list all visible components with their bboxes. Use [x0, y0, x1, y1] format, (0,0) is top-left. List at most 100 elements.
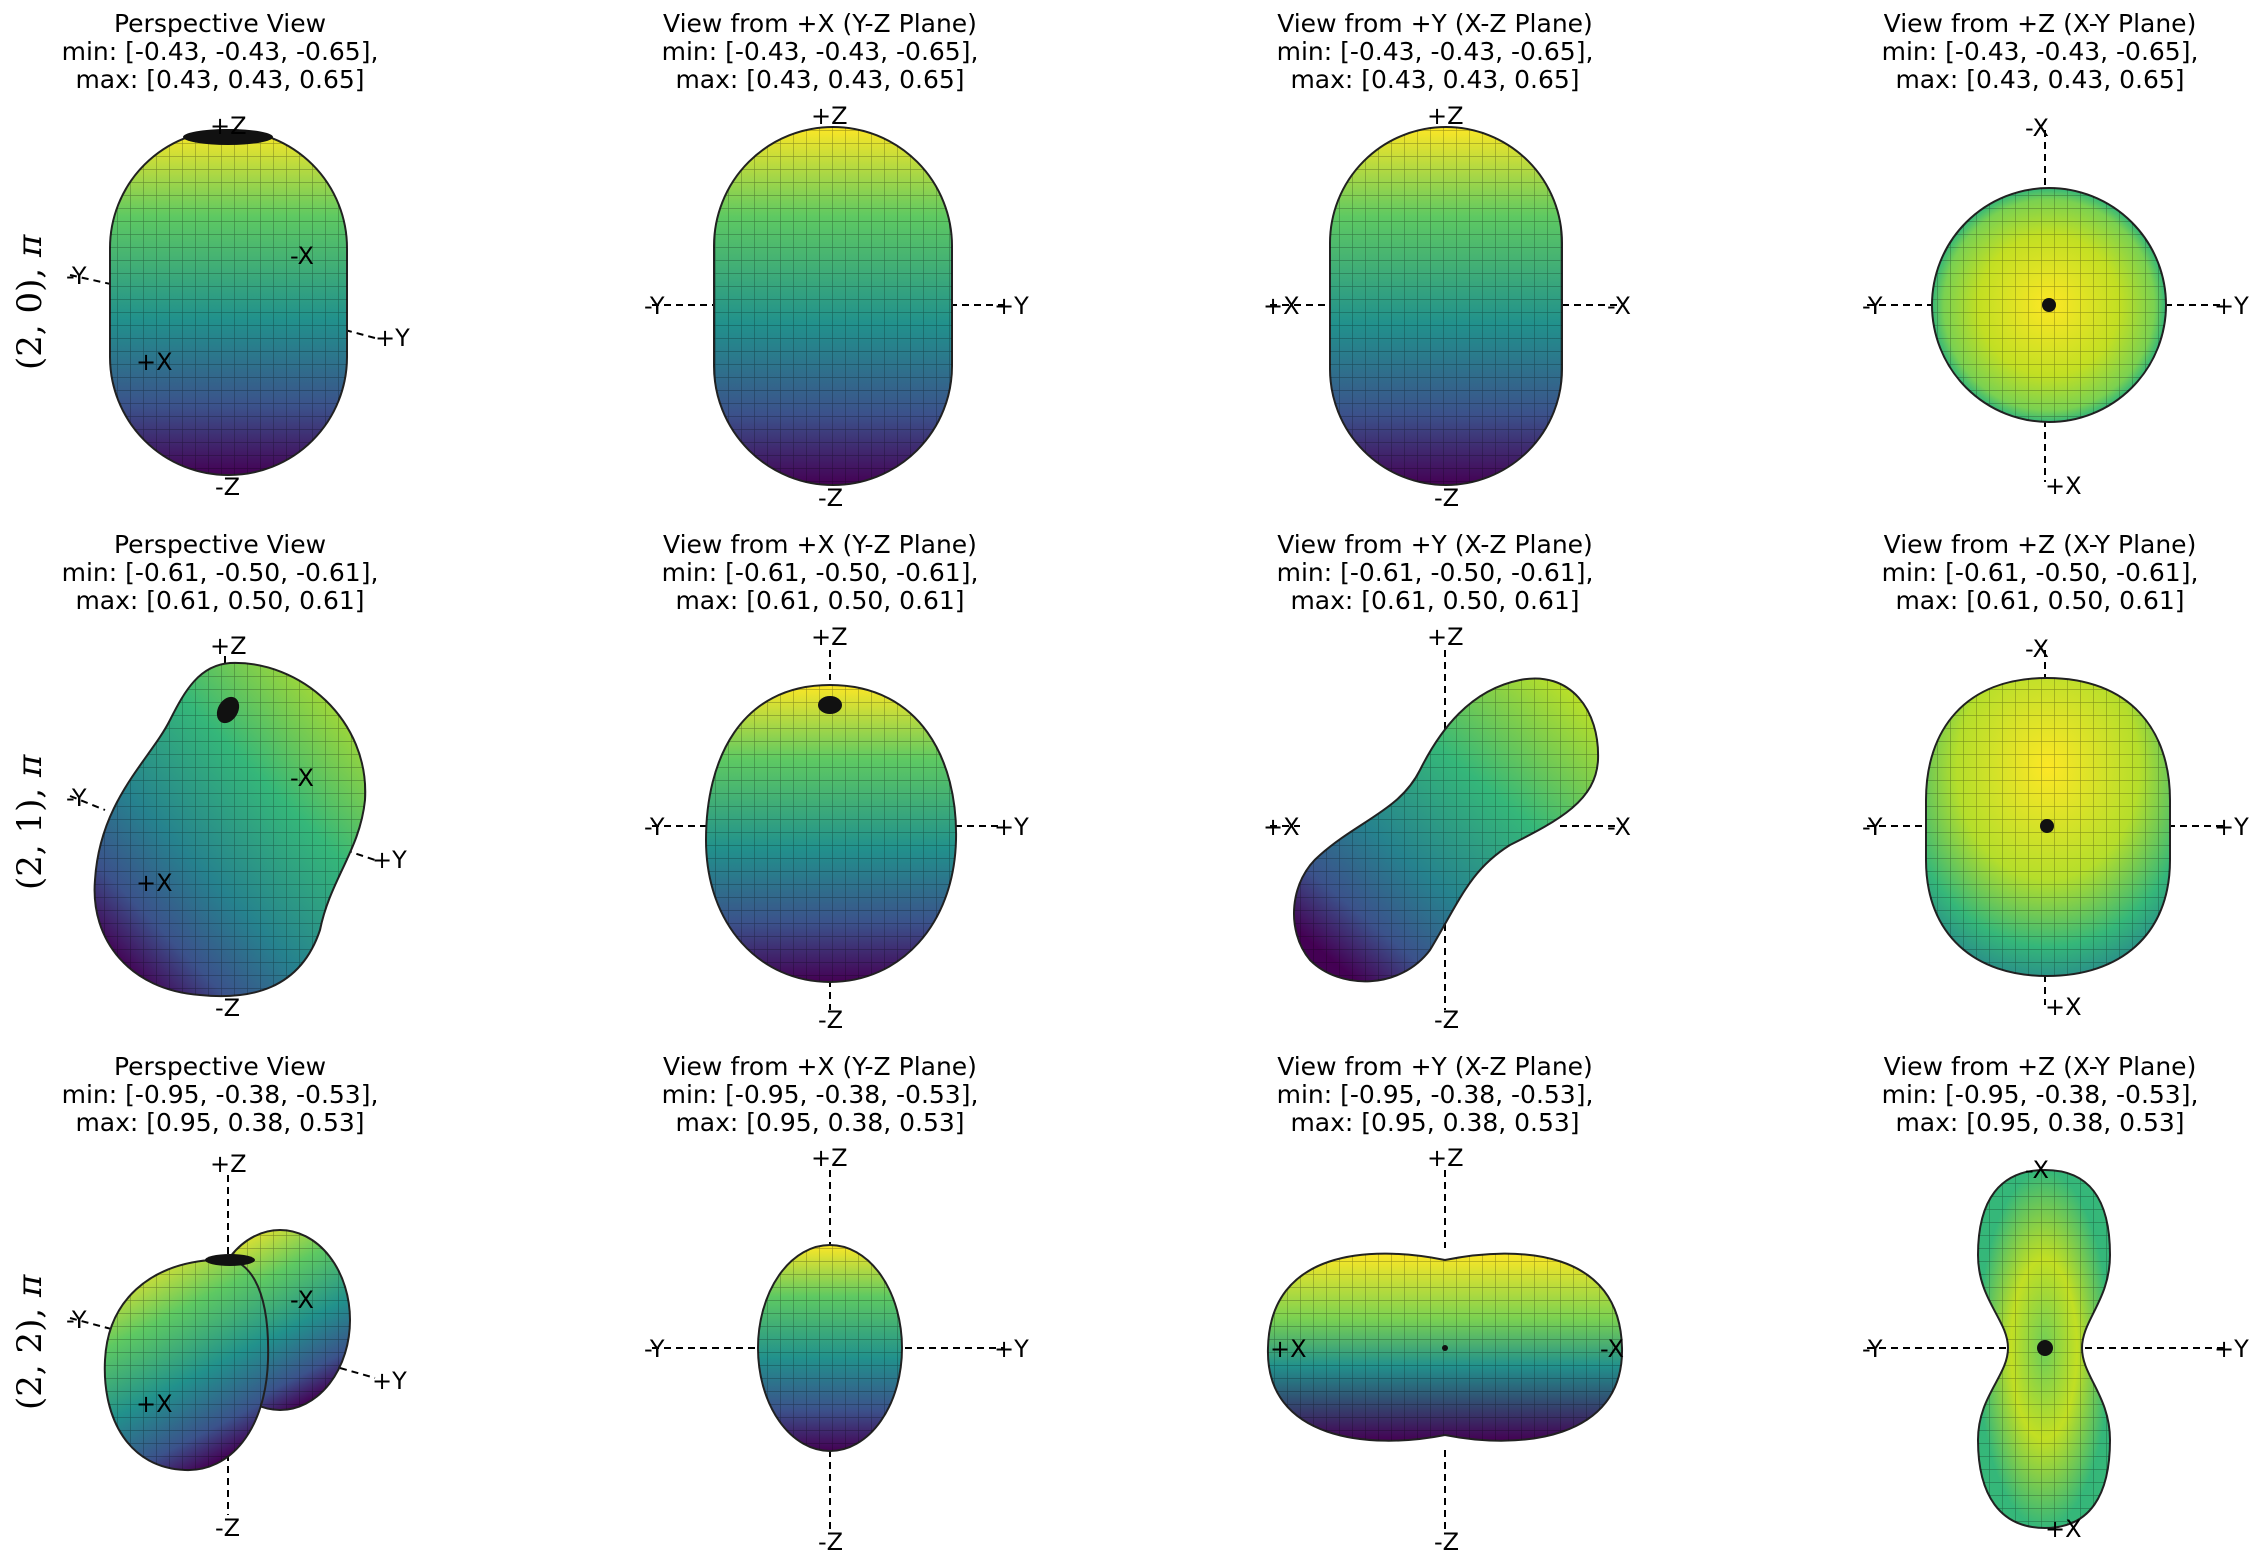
axis-label: +X: [1270, 1335, 1307, 1363]
axis-label: -X: [2025, 114, 2049, 142]
axis-label: -Y: [66, 1306, 87, 1334]
view-name: Perspective View: [113, 530, 327, 559]
shape-2-2-xz: [1266, 1252, 1624, 1442]
axis-label: -Y: [644, 813, 665, 841]
max-bounds: max: [0.43, 0.43, 0.65]: [1895, 65, 2185, 94]
axis-label: -X: [290, 1286, 314, 1314]
axis-label: -Z: [818, 1006, 843, 1034]
axis-label: -Y: [66, 262, 87, 290]
axis-label: +X: [136, 1390, 173, 1418]
axis-label: -X: [2025, 1156, 2049, 1184]
panel-title: View from +X (Y-Z Plane) min: [-0.95, -0…: [540, 1053, 1100, 1137]
min-bounds: min: [-0.61, -0.50, -0.61],: [1881, 558, 2199, 587]
max-bounds: max: [0.95, 0.38, 0.53]: [675, 1108, 965, 1137]
panel-title: View from +Y (X-Z Plane) min: [-0.95, -0…: [1155, 1053, 1715, 1137]
shape-2-1-yz: [704, 683, 958, 984]
axis-lines: [69, 130, 2225, 1532]
axis-label: -Y: [66, 784, 87, 812]
axis-line: [69, 795, 106, 811]
panel-title: Perspective View min: [-0.95, -0.38, -0.…: [0, 1053, 500, 1137]
axis-label: +X: [2045, 472, 2082, 500]
max-bounds: max: [0.43, 0.43, 0.65]: [75, 65, 365, 94]
panel-title: View from +Y (X-Z Plane) min: [-0.61, -0…: [1155, 531, 1715, 615]
axis-label: -Z: [818, 1528, 843, 1556]
axis-label: +Y: [2214, 813, 2249, 841]
max-bounds: max: [0.43, 0.43, 0.65]: [1290, 65, 1580, 94]
shape-2-0-xy: [1931, 187, 2167, 423]
min-bounds: min: [-0.95, -0.38, -0.53],: [661, 1080, 979, 1109]
panel-title: View from +Z (X-Y Plane) min: [-0.95, -0…: [1760, 1053, 2257, 1137]
axis-label: -Z: [215, 994, 240, 1022]
view-name: View from +X (Y-Z Plane): [663, 1052, 977, 1081]
shape-2-2-perspective: [103, 1229, 351, 1472]
panel-title: View from +Y (X-Z Plane) min: [-0.43, -0…: [1155, 10, 1715, 94]
axis-label: +X: [1263, 813, 1300, 841]
axis-label: +Y: [2214, 1335, 2249, 1363]
axis-label: +Z: [811, 102, 848, 130]
axis-label: -X: [1607, 813, 1631, 841]
min-bounds: min: [-0.61, -0.50, -0.61],: [1276, 558, 1594, 587]
panel-title: View from +Z (X-Y Plane) min: [-0.61, -0…: [1760, 531, 2257, 615]
axis-label: -Z: [1434, 484, 1459, 512]
view-name: View from +X (Y-Z Plane): [663, 530, 977, 559]
axis-label: -Z: [1434, 1006, 1459, 1034]
view-name: Perspective View: [113, 1052, 327, 1081]
axis-label: +Z: [210, 112, 247, 140]
panel-title: Perspective View min: [-0.43, -0.43, -0.…: [0, 10, 500, 94]
axis-label: -Y: [644, 1335, 665, 1363]
axis-label: +X: [2045, 1515, 2082, 1543]
axis-label: +Y: [375, 324, 410, 352]
axis-label: +Z: [1427, 102, 1464, 130]
axis-label: +Z: [210, 1150, 247, 1178]
min-bounds: min: [-0.95, -0.38, -0.53],: [61, 1080, 379, 1109]
max-bounds: max: [0.61, 0.50, 0.61]: [75, 586, 365, 615]
max-bounds: max: [0.61, 0.50, 0.61]: [1290, 586, 1580, 615]
axis-line: [339, 1367, 376, 1379]
axis-label: -Z: [818, 484, 843, 512]
axis-label: -Z: [1434, 1528, 1459, 1556]
axis-label: +Z: [210, 632, 247, 660]
axis-label: -Y: [1862, 1335, 1883, 1363]
axis-label: +Z: [811, 623, 848, 651]
axis-label: +Y: [994, 1335, 1029, 1363]
axis-label: -Z: [215, 473, 240, 501]
axis-label: -X: [290, 242, 314, 270]
view-name: View from +Y (X-Z Plane): [1277, 9, 1593, 38]
shape-2-1-xz: [1293, 677, 1600, 983]
shape-2-0-xz: [1329, 126, 1563, 486]
axis-label: +Y: [372, 846, 407, 874]
max-bounds: max: [0.61, 0.50, 0.61]: [675, 586, 965, 615]
axis-label: -Z: [215, 1514, 240, 1542]
view-name: View from +Z (X-Y Plane): [1883, 9, 2197, 38]
axis-label: +Y: [994, 292, 1029, 320]
axis-label: +Z: [1427, 623, 1464, 651]
axis-labels: +Z -Z -Y +Y +X -X +Z -Z -Y +Y +Z -Z +X -…: [66, 102, 2249, 1556]
axis-label: -X: [1600, 1335, 1624, 1363]
axis-label: +Y: [2214, 292, 2249, 320]
axis-label: +X: [136, 348, 173, 376]
panel-title: View from +X (Y-Z Plane) min: [-0.61, -0…: [540, 531, 1100, 615]
shape-2-2-xy: [1976, 1168, 2112, 1530]
axis-line: [69, 274, 116, 286]
panel-title: Perspective View min: [-0.61, -0.50, -0.…: [0, 531, 500, 615]
max-bounds: max: [0.61, 0.50, 0.61]: [1895, 586, 2185, 615]
axis-line: [344, 329, 376, 339]
min-bounds: min: [-0.95, -0.38, -0.53],: [1881, 1080, 2199, 1109]
panel-title: View from +X (Y-Z Plane) min: [-0.43, -0…: [540, 10, 1100, 94]
view-name: View from +Y (X-Z Plane): [1277, 530, 1593, 559]
min-bounds: min: [-0.95, -0.38, -0.53],: [1276, 1080, 1594, 1109]
shape-2-0-perspective: [109, 129, 348, 476]
max-bounds: max: [0.95, 0.38, 0.53]: [1290, 1108, 1580, 1137]
axis-label: -Y: [1862, 813, 1883, 841]
shape-2-1-perspective: [93, 661, 367, 998]
max-bounds: max: [0.95, 0.38, 0.53]: [75, 1108, 365, 1137]
shape-2-1-xy: [1925, 676, 2171, 978]
axis-label: -Y: [1862, 292, 1883, 320]
min-bounds: min: [-0.43, -0.43, -0.65],: [1276, 37, 1594, 66]
max-bounds: max: [0.95, 0.38, 0.53]: [1895, 1108, 2185, 1137]
min-bounds: min: [-0.43, -0.43, -0.65],: [1881, 37, 2199, 66]
axis-label: +Z: [811, 1144, 848, 1172]
axis-label: +Z: [1427, 1144, 1464, 1172]
